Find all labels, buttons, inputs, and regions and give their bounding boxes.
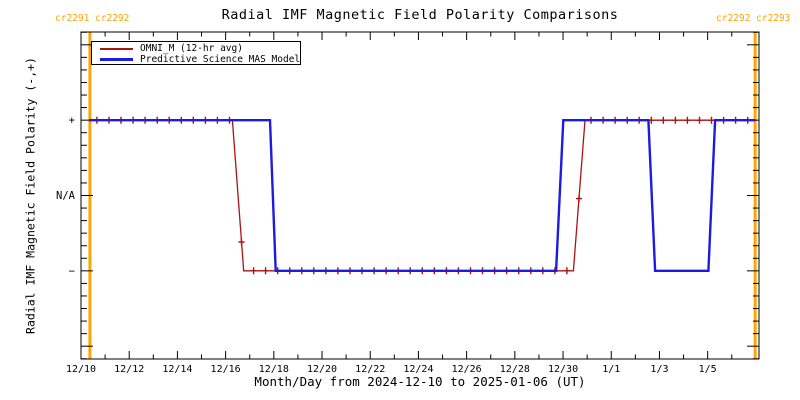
plot-border [80,31,760,360]
x-tick-label: 12/10 [66,364,96,375]
y-axis-ticks [81,31,759,360]
legend-label-mas: Predictive Science MAS Model [140,54,301,65]
x-tick-label: 12/18 [259,364,289,375]
y-tick-labels: + N/A − [56,115,76,278]
x-tick-label: 12/16 [211,364,241,375]
mas-series-line [89,119,756,272]
legend-label-omni: OMNI_M (12-hr avg) [140,43,243,54]
x-tick-label: 12/28 [500,364,530,375]
x-axis-ticks [80,32,733,359]
mas-line-sample [100,58,133,61]
y-axis-title: Radial IMF Magnetic Field Polarity (-,+) [23,57,38,334]
x-tick-label: 12/26 [452,364,482,375]
omni-line-sample [100,47,133,50]
x-tick-label: 1/1 [602,364,620,375]
page-title: Radial IMF Magnetic Field Polarity Compa… [221,7,619,23]
x-tick-label: 12/14 [162,364,192,375]
y-tick-label: N/A [56,190,76,202]
cr-boundary-label-right: cr2292 cr2293 [716,13,791,24]
x-tick-label: 1/3 [650,364,668,375]
legend-item-omni: OMNI_M (12-hr avg) [100,43,300,54]
x-tick-label: 1/5 [699,364,717,375]
x-tick-labels: 12/10 12/12 12/14 12/16 12/18 12/20 12/22 12/24… [66,364,717,375]
x-tick-label: 12/30 [548,364,578,375]
x-tick-label: 12/22 [355,364,385,375]
cr-boundary-label-left: cr2291 cr2292 [55,13,130,24]
x-tick-label: 12/24 [403,364,433,375]
cr-boundary-lines [88,32,757,359]
omni-series-line [89,119,756,272]
x-axis-title: Month/Day from 2024-12-10 to 2025-01-06 … [254,374,586,389]
x-tick-label: 12/20 [307,364,337,375]
legend: OMNI_M (12-hr avg) Predictive Science MA… [91,41,301,65]
x-tick-label: 12/12 [114,364,144,375]
y-tick-label: + [69,115,75,127]
y-tick-label: − [69,265,75,277]
legend-item-mas: Predictive Science MAS Model [100,54,300,65]
